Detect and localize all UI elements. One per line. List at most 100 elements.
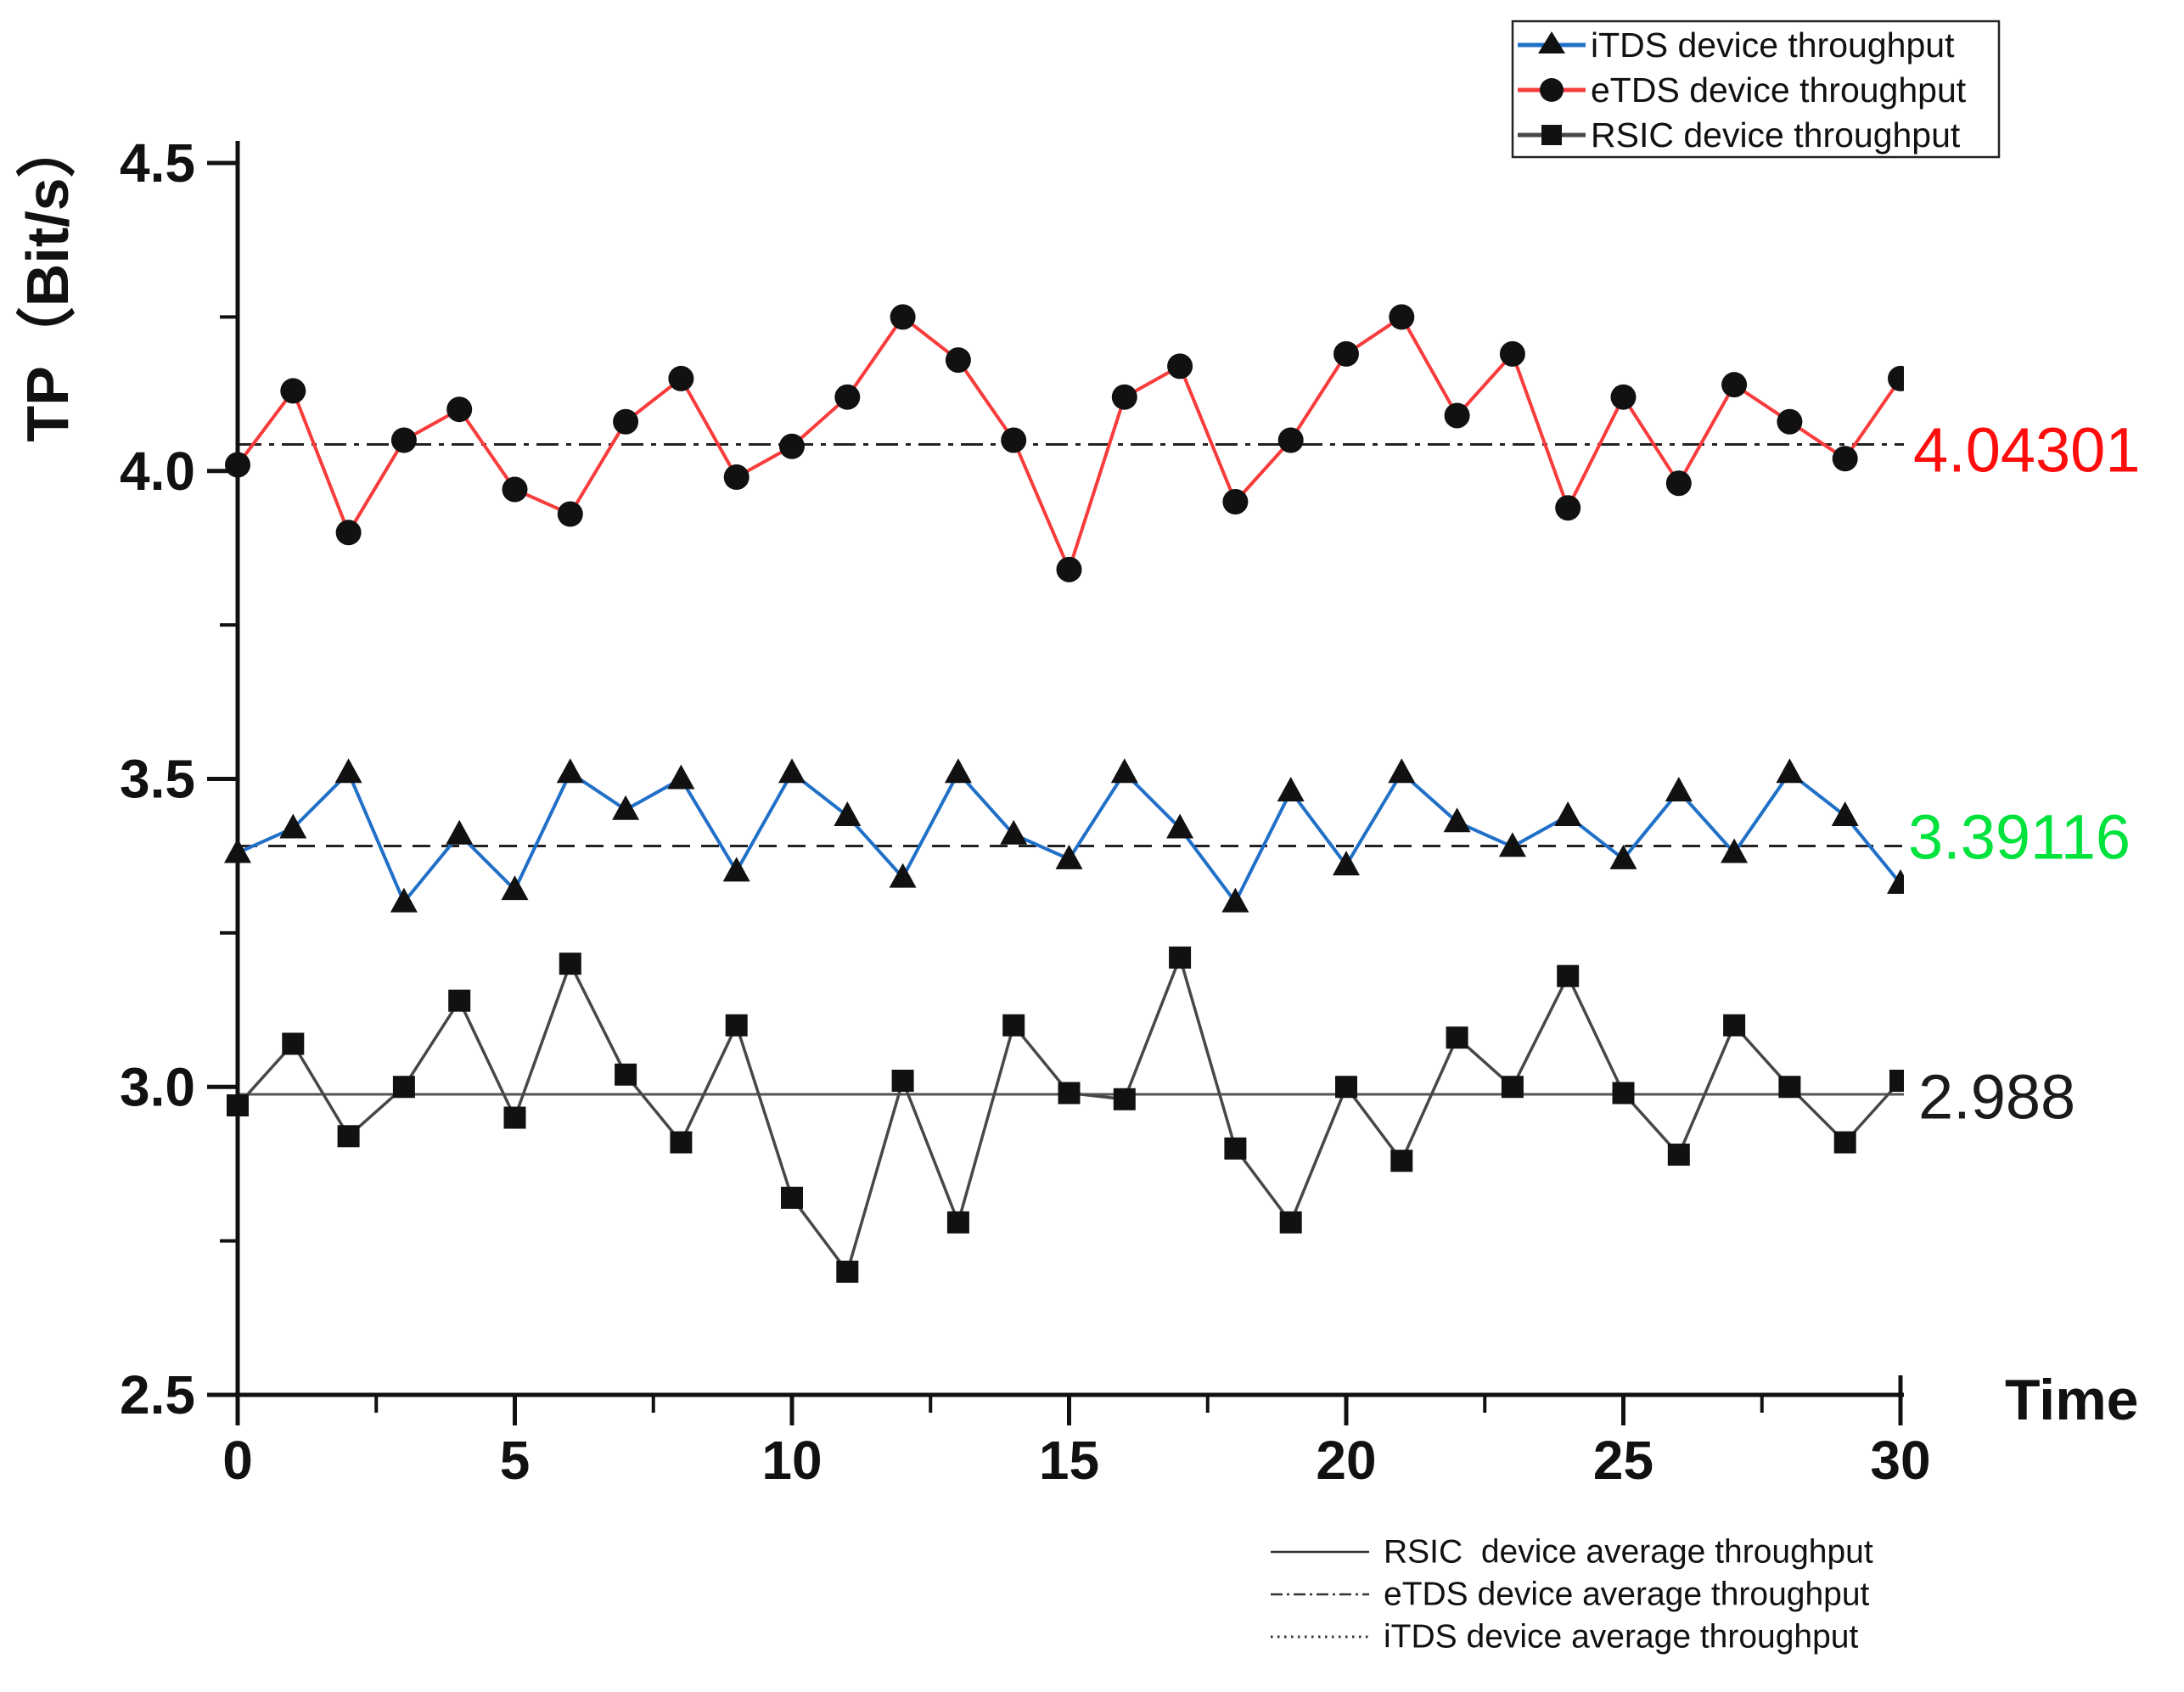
circle-marker-icon (1555, 495, 1581, 521)
x-tick-label: 20 (1316, 1430, 1376, 1491)
triangle-marker-icon (1110, 758, 1138, 784)
square-marker-icon (1612, 1082, 1635, 1105)
square-marker-icon (1224, 1137, 1247, 1160)
circle-marker-icon (1832, 446, 1858, 472)
square-marker-icon (1113, 1088, 1136, 1110)
triangle-marker-icon (944, 758, 972, 784)
circle-marker-icon (1333, 340, 1359, 367)
triangle-marker-icon (834, 801, 862, 827)
x-tick-label: 15 (1039, 1430, 1099, 1491)
series-line (236, 314, 1902, 575)
average-lines (239, 443, 1904, 1096)
triangle-marker-icon (1277, 777, 1305, 802)
circle-marker-icon (390, 427, 417, 453)
square-marker-icon (1557, 964, 1580, 987)
square-marker-icon (337, 1125, 360, 1148)
itds-average-value-label: 3.39116 (1908, 802, 2131, 873)
square-marker-icon (1889, 1069, 1904, 1092)
x-tick-label: 10 (761, 1430, 822, 1491)
circle-marker-icon (1277, 427, 1304, 453)
square-marker-icon (1390, 1150, 1413, 1172)
y-axis-title: TP（Bit/s） (14, 118, 81, 441)
triangle-marker-icon (1498, 832, 1526, 857)
x-axis-title: Time (2005, 1368, 2138, 1432)
y-tick-label: 3.5 (120, 749, 195, 810)
circle-marker-icon (834, 384, 861, 410)
circle-marker-icon (1444, 402, 1470, 429)
triangle-marker-icon (1443, 807, 1471, 833)
x-tick-label: 5 (500, 1430, 531, 1491)
avg-legend-label: iTDS device average throughput (1384, 1619, 1858, 1655)
triangle-marker-icon (1055, 844, 1083, 869)
rsic-average-value-label: 2.988 (1918, 1062, 2075, 1133)
legend-item-label: RSIC device throughput (1591, 115, 1961, 155)
square-marker-icon (725, 1014, 748, 1037)
square-marker-icon (1058, 1082, 1081, 1105)
circle-marker-icon (945, 347, 971, 374)
square-marker-icon (1833, 1131, 1856, 1154)
avg-legend-item-rsic: RSIC device average throughput (1271, 1534, 1873, 1571)
series-line (236, 953, 1902, 1275)
square-marker-icon (670, 1131, 693, 1154)
circle-marker-icon (1056, 556, 1082, 582)
square-marker-icon (448, 989, 471, 1012)
circle-marker-icon (1540, 78, 1564, 102)
legend-item-label: eTDS device throughput (1591, 70, 1967, 110)
circle-marker-icon (890, 304, 916, 330)
triangle-marker-icon (1000, 819, 1028, 845)
triangle-marker-icon (1554, 801, 1582, 827)
circle-marker-icon (1001, 427, 1027, 453)
avg-legend-item-etds: eTDS device average throughput (1271, 1577, 1870, 1613)
circle-marker-icon (613, 408, 639, 435)
triangle-marker-icon (667, 764, 695, 790)
circle-marker-icon (1888, 365, 1904, 391)
square-marker-icon (559, 953, 581, 975)
triangle-marker-icon (612, 795, 640, 820)
triangle-marker-icon (778, 758, 806, 784)
itds-series (224, 758, 1904, 913)
triangle-marker-icon (1166, 813, 1194, 839)
series-legend: iTDS device throughput eTDS device throu… (1511, 20, 2001, 159)
circle-marker-icon (1222, 489, 1249, 515)
legend-item-etds: eTDS device throughput (1518, 70, 1967, 110)
square-marker-icon (615, 1063, 637, 1086)
average-legend: RSIC device average throughput eTDS devi… (1271, 1534, 1873, 1655)
triangle-marker-icon (889, 863, 917, 888)
legend-box (1511, 20, 2001, 159)
etds-series (225, 304, 1904, 582)
circle-marker-icon (1167, 353, 1193, 379)
square-marker-icon (1279, 1211, 1302, 1234)
square-marker-icon (836, 1260, 859, 1283)
triangle-marker-icon (722, 857, 750, 882)
triangle-marker-icon (1721, 838, 1749, 863)
circle-marker-icon (1777, 408, 1803, 435)
square-marker-icon (1667, 1144, 1690, 1166)
series-line (237, 769, 1902, 906)
triangle-marker-icon (390, 887, 418, 913)
triangle-marker-icon (1887, 868, 1904, 894)
triangle-marker-icon (501, 875, 529, 901)
square-marker-icon (891, 1069, 914, 1092)
y-tick-label: 3.0 (120, 1056, 195, 1117)
series-layer (224, 304, 1904, 1283)
square-marker-icon (1335, 1076, 1357, 1099)
square-marker-icon (1501, 1076, 1524, 1099)
triangle-marker-icon (279, 813, 307, 839)
avg-legend-item-itds: iTDS device average throughput (1271, 1619, 1858, 1655)
circle-marker-icon (335, 520, 362, 546)
square-marker-icon (1446, 1026, 1468, 1049)
triangle-marker-icon (334, 758, 362, 784)
circle-marker-icon (502, 476, 528, 503)
axes: 4.5 4.0 3.5 3.0 2.5 0 5 10 15 20 25 30 (120, 132, 1931, 1491)
square-marker-icon (1002, 1014, 1025, 1037)
avg-legend-label: eTDS device average throughput (1384, 1577, 1870, 1613)
square-marker-icon (282, 1032, 305, 1055)
circle-marker-icon (1389, 304, 1415, 330)
square-marker-icon (1169, 946, 1192, 969)
circle-marker-icon (723, 464, 750, 491)
square-marker-icon (1723, 1014, 1746, 1037)
circle-marker-icon (557, 501, 583, 527)
square-marker-icon (781, 1186, 803, 1209)
square-marker-icon (1541, 125, 1562, 145)
